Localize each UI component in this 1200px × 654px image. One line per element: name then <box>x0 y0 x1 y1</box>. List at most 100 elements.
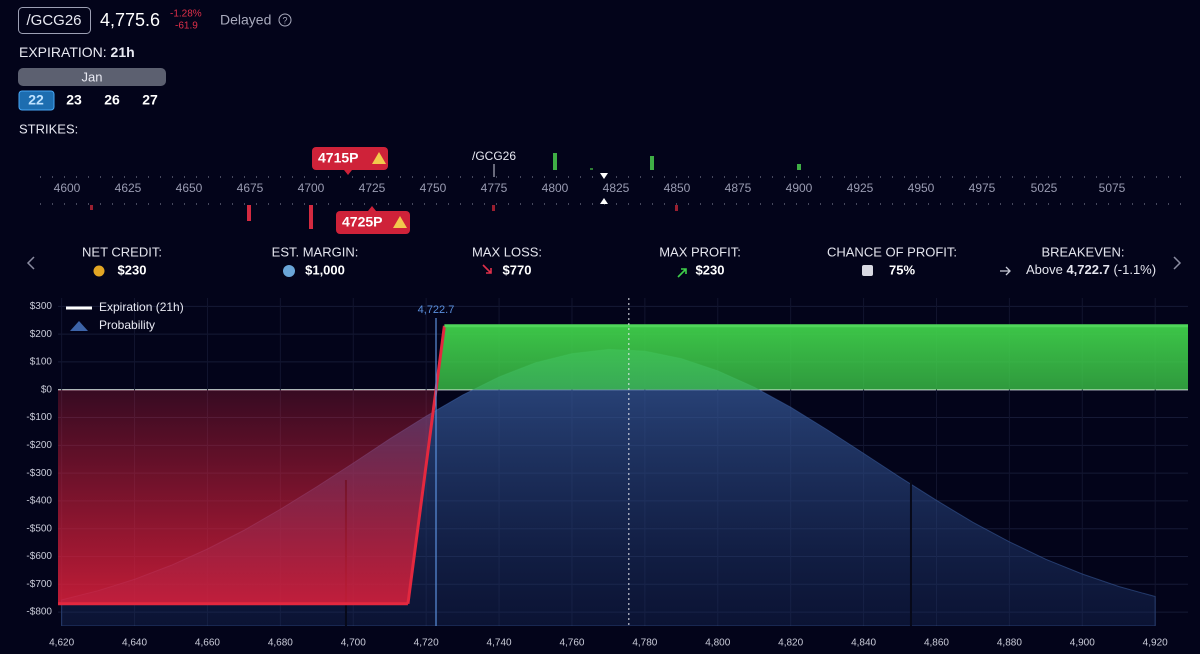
x-tick-label: 4,920 <box>1143 638 1168 649</box>
x-tick-label: 4,680 <box>268 638 293 649</box>
stat-value: $1,000 <box>305 262 345 277</box>
symbol-box[interactable] <box>18 7 91 34</box>
x-tick-label: 4,640 <box>122 638 147 649</box>
stat-label: BREAKEVEN: <box>1041 244 1124 259</box>
y-tick-label: -$100 <box>26 412 52 423</box>
x-tick-label: 4,780 <box>632 638 657 649</box>
days: 22 23 26 27 <box>28 92 158 108</box>
month-pill[interactable] <box>18 68 166 86</box>
expiration-value: 21h <box>111 44 135 60</box>
tag-pointer <box>344 170 352 175</box>
put-bar <box>309 205 313 229</box>
day[interactable]: 27 <box>142 92 158 108</box>
help-icon[interactable] <box>278 13 292 27</box>
down-arrow-icon <box>482 264 492 274</box>
stat-label: MAX LOSS: <box>472 244 542 259</box>
legend-label: Expiration (21h) <box>99 300 184 314</box>
y-tick-label: $0 <box>41 384 53 395</box>
strike-label: 4975 <box>969 181 996 195</box>
y-tick-label: -$700 <box>26 579 52 590</box>
strike-label: 4725 <box>359 181 386 195</box>
stats: NET CREDIT: $230 EST. MARGIN: $1,000 MAX LOS… <box>82 244 1156 278</box>
day[interactable]: 26 <box>104 92 120 108</box>
y-tick-label: $200 <box>30 329 53 340</box>
call-bar <box>797 164 801 170</box>
breakeven-prefix: Above <box>1026 262 1063 277</box>
day[interactable]: 23 <box>66 92 82 108</box>
strike-label: 4750 <box>420 181 447 195</box>
short-leg[interactable]: 4715P <box>318 150 358 166</box>
stat-value: $230 <box>696 262 725 277</box>
put-bar <box>492 205 495 211</box>
long-leg-tag[interactable] <box>336 211 410 234</box>
x-tick-label: 4,820 <box>778 638 803 649</box>
x-tick-label: 4,860 <box>924 638 949 649</box>
x-tick-label: 4,720 <box>414 638 439 649</box>
breakeven-note: (-1.1%) <box>1113 262 1156 277</box>
up-arrow-icon <box>677 268 687 278</box>
loss-area <box>58 389 1188 604</box>
status: Delayed <box>220 12 271 28</box>
put-bar <box>675 205 678 211</box>
prev-arrow[interactable] <box>26 256 35 270</box>
volume-bars <box>90 153 801 229</box>
y-tick-label: -$500 <box>26 523 52 534</box>
y-tick-label: -$800 <box>26 607 52 618</box>
put-bar <box>247 205 251 221</box>
strike-label: 4650 <box>176 181 203 195</box>
call-bar <box>590 168 593 170</box>
day[interactable]: 22 <box>28 92 44 108</box>
price-pointer <box>600 198 608 204</box>
pie-icon <box>283 265 295 277</box>
warning-icon <box>372 152 386 164</box>
month[interactable]: Jan <box>82 69 103 84</box>
stat-label: NET CREDIT: <box>82 244 162 259</box>
payoff-segment <box>406 325 446 604</box>
coin-icon <box>93 265 105 277</box>
next-arrow[interactable] <box>1173 256 1182 270</box>
call-bar <box>650 156 654 170</box>
long-leg[interactable]: 4725P <box>342 214 382 230</box>
strike-ticks: 4600 4625 4650 4675 4700 4725 4750 4775 4800 4825… <box>54 181 1126 195</box>
legend-swatch <box>70 321 88 331</box>
y-tick-label: $300 <box>30 301 53 312</box>
selected-day[interactable] <box>18 90 55 111</box>
change-pct: -1.28% <box>170 9 202 20</box>
symbol[interactable]: /GCG26 <box>26 12 81 29</box>
strike-label: 4675 <box>237 181 264 195</box>
x-tick-label: 4,660 <box>195 638 220 649</box>
dice-icon <box>862 265 873 276</box>
stat-value: $230 <box>118 262 147 277</box>
y-tick-label: -$400 <box>26 496 52 507</box>
strike-label: 4950 <box>908 181 935 195</box>
strike-label: 4875 <box>725 181 752 195</box>
strike-label: 4925 <box>847 181 874 195</box>
y-tick-label: -$300 <box>26 468 52 479</box>
arrow-icon <box>1000 266 1011 276</box>
x-tick-label: 4,620 <box>49 638 74 649</box>
call-bar <box>553 153 557 170</box>
strikes-label: STRIKES: <box>19 121 78 136</box>
x-tick-label: 4,740 <box>487 638 512 649</box>
short-leg-tag[interactable] <box>312 147 388 170</box>
price: 4,775.6 <box>100 10 160 30</box>
put-bar <box>90 205 93 210</box>
x-tick-label: 4,800 <box>705 638 730 649</box>
x-tick-label: 4,840 <box>851 638 876 649</box>
breakeven-label: 4,722.7 <box>418 304 455 316</box>
stat-label: EST. MARGIN: <box>272 244 359 259</box>
y-tick-label: -$600 <box>26 551 52 562</box>
y-tick-label: -$200 <box>26 440 52 451</box>
legend-label: Probability <box>99 318 155 332</box>
x-tick-label: 4,700 <box>341 638 366 649</box>
stat-value: 75% <box>889 262 915 277</box>
x-tick-label: 4,900 <box>1070 638 1095 649</box>
expiration-label: EXPIRATION: 21h <box>19 44 135 60</box>
strike-label: 4625 <box>115 181 142 195</box>
stat-value: $770 <box>503 262 532 277</box>
strike-label: 4850 <box>664 181 691 195</box>
strike-label: 4800 <box>542 181 569 195</box>
help-glyph[interactable]: ? <box>282 15 287 25</box>
breakeven-value: 4,722.7 <box>1066 262 1109 277</box>
strike-label: 5075 <box>1099 181 1126 195</box>
